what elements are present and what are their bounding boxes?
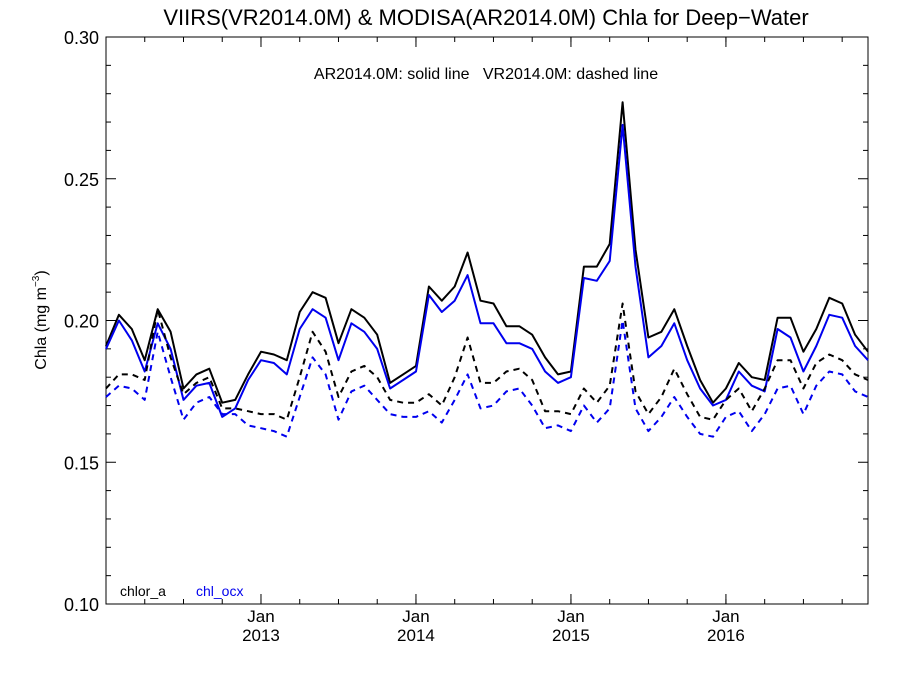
series-line-chlor-a-dashed — [105, 302, 869, 421]
x-tick-label-month: Jan — [712, 607, 739, 626]
series-line-chl-ocx-dashed — [105, 319, 869, 438]
y-tick-label: 0.10 — [64, 595, 99, 615]
series-line-chlor-a-solid — [105, 101, 869, 404]
legend-label-chlor-a: chlor_a — [120, 583, 166, 599]
chart-title: VIIRS(VR2014.0M) & MODISA(AR2014.0M) Chl… — [163, 5, 808, 30]
chart-subtitle: AR2014.0M: solid line VR2014.0M: dashed … — [314, 66, 658, 83]
y-tick-label: 0.30 — [64, 28, 99, 48]
legend-label-chl-ocx: chl_ocx — [196, 583, 243, 599]
x-tick-label-month: Jan — [402, 607, 429, 626]
x-tick-label-year: 2014 — [397, 626, 435, 645]
x-tick-label-year: 2016 — [707, 626, 745, 645]
legend: chlor_a chl_ocx — [120, 583, 243, 599]
y-axis-label: Chla (mg m−3) — [31, 270, 50, 369]
plot-area: 0.100.150.200.250.30Jan2013Jan2014Jan201… — [64, 28, 869, 645]
y-tick-label: 0.25 — [64, 170, 99, 190]
y-axis-label-main: Chla (mg m — [33, 287, 50, 370]
x-tick-label-month: Jan — [557, 607, 584, 626]
x-tick-label-month: Jan — [247, 607, 274, 626]
y-axis-label-sup: −3 — [31, 275, 42, 287]
x-tick-label-year: 2013 — [242, 626, 280, 645]
y-tick-label: 0.20 — [64, 312, 99, 332]
y-tick-label: 0.15 — [64, 453, 99, 473]
y-axis-label-close: ) — [33, 270, 50, 275]
plot-frame — [105, 36, 869, 605]
x-tick-label-year: 2015 — [552, 626, 590, 645]
series-line-chl-ocx-solid — [105, 123, 869, 418]
